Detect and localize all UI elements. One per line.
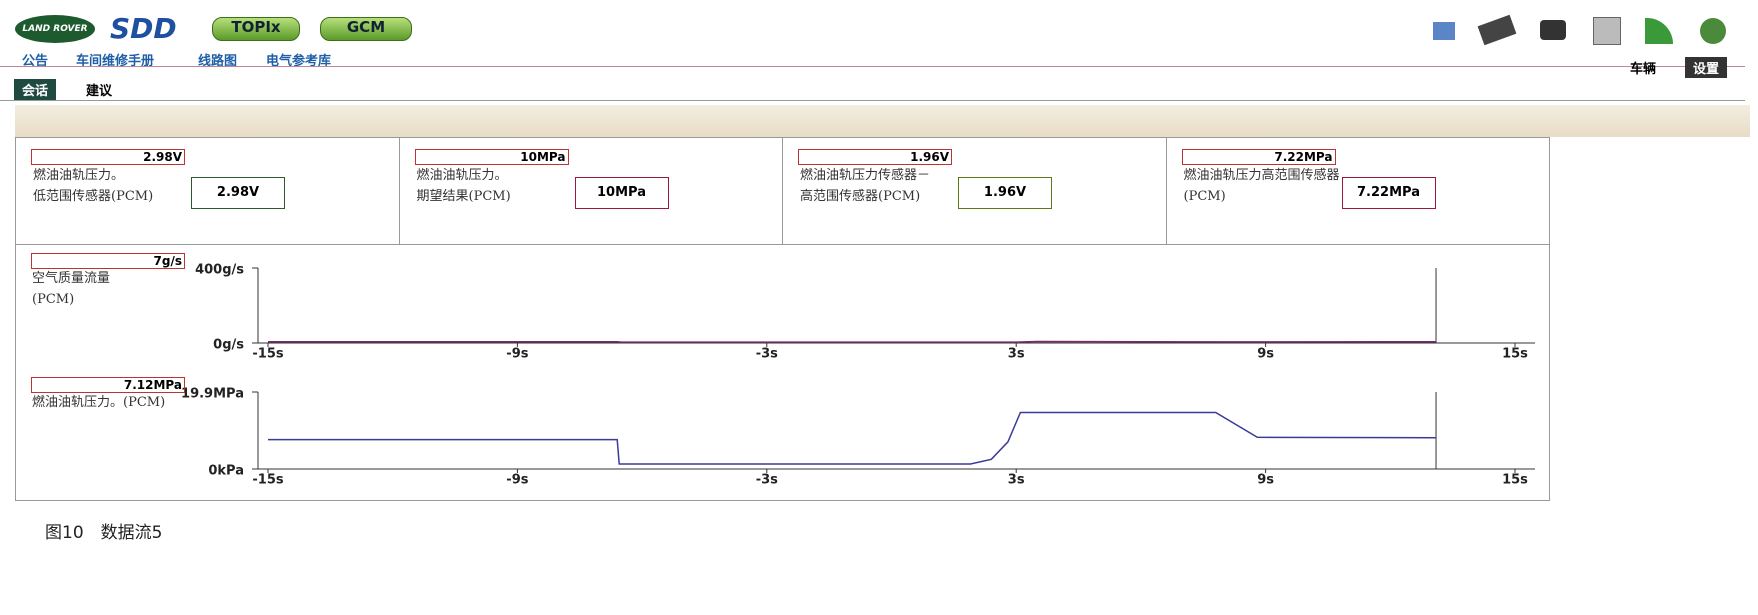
gauge-label: 燃油油轨压力高范围传感器: [1183, 168, 1340, 183]
vehicle-tab[interactable]: 车辆: [1630, 62, 1657, 77]
y-tick-label: 19.9MPa: [181, 387, 244, 402]
x-tick-label: -9s: [506, 473, 528, 488]
app-name: SDD: [110, 12, 177, 45]
divider: [0, 100, 1745, 101]
nav-link[interactable]: 电气参考库: [266, 54, 332, 69]
icon[interactable]: [1700, 18, 1726, 44]
x-tick-label: -15s: [252, 347, 283, 362]
gcm-button[interactable]: GCM: [320, 17, 412, 41]
x-tick-label: 9s: [1257, 347, 1274, 362]
data-line: [268, 340, 1437, 343]
data-line: [268, 411, 1437, 465]
x-tick-label: 15s: [1502, 347, 1528, 362]
y-tick-label: 0g/s: [213, 338, 244, 353]
gauge-label: 燃油油轨压力。: [416, 168, 508, 183]
chart-label: 燃油油轨压力。(PCM): [32, 395, 166, 410]
chart-label: (PCM): [32, 292, 75, 307]
gauge-label: 燃油油轨压力传感器－: [800, 168, 931, 183]
gauge-display: 1.96V: [958, 177, 1052, 209]
x-tick-label: -15s: [252, 473, 283, 488]
x-tick-label: 3s: [1008, 473, 1025, 488]
chart-reading: 7g/s: [31, 253, 185, 269]
y-tick-label: 0kPa: [208, 464, 244, 479]
gauge-label: 低范围传感器(PCM): [33, 189, 154, 204]
gauge-display: 2.98V: [191, 177, 285, 209]
divider: [0, 66, 1745, 67]
session-tab[interactable]: 会话: [14, 79, 57, 100]
x-tick-label: -3s: [756, 347, 778, 362]
x-tick-label: 15s: [1502, 473, 1528, 488]
chart-reading: 7.12MPa: [31, 377, 185, 393]
gauge-reading: 7.22MPa: [1181, 149, 1336, 165]
chart-label: 空气质量流量: [32, 271, 111, 286]
gauge-display: 7.22MPa: [1341, 177, 1436, 209]
icon[interactable]: [1540, 20, 1566, 40]
gauge-label: 期望结果(PCM): [416, 189, 511, 204]
toolbar-band: [15, 105, 1750, 137]
x-tick-label: 3s: [1008, 347, 1025, 362]
divider: [782, 137, 783, 244]
nav-link[interactable]: 车间维修手册: [76, 54, 155, 69]
settings-tab[interactable]: 设置: [1685, 57, 1728, 78]
caption: 图10 数据流5: [45, 523, 163, 543]
divider: [15, 244, 1550, 245]
divider: [1165, 137, 1167, 244]
gauge-label: (PCM): [1183, 189, 1226, 204]
logo: LAND ROVER: [15, 15, 95, 43]
gauge-label: 高范围传感器(PCM): [800, 189, 921, 204]
nav-link[interactable]: 公告: [22, 54, 49, 69]
x-tick-label: 9s: [1257, 473, 1274, 488]
gauge-reading: 1.96V: [798, 149, 952, 165]
icon[interactable]: [1593, 17, 1621, 45]
advice-tab[interactable]: 建议: [86, 84, 113, 99]
x-tick-label: -3s: [756, 473, 778, 488]
topix-button[interactable]: TOPIx: [212, 17, 300, 41]
gauge-reading: 10MPa: [414, 149, 569, 165]
gauge-reading: 2.98V: [31, 149, 185, 165]
gauge-display: 10MPa: [574, 177, 669, 209]
x-tick-label: -9s: [506, 347, 528, 362]
divider: [398, 137, 400, 244]
gauge-label: 燃油油轨压力。: [33, 168, 125, 183]
icon[interactable]: [1433, 22, 1455, 40]
nav-link[interactable]: 线路图: [198, 54, 238, 69]
y-tick-label: 400g/s: [195, 263, 244, 278]
